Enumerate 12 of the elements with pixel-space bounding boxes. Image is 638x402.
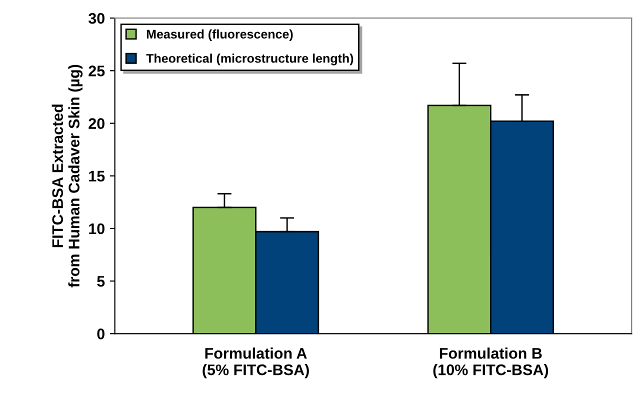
legend-label: Theoretical (microstructure length): [146, 54, 354, 66]
y-axis-title: FITC-BSA Extracted from Human Cadaver Skin (µg): [52, 64, 83, 288]
y-tick-label: 5: [97, 276, 105, 287]
y-tick-label: 0: [97, 328, 104, 340]
y-tick-label: 20: [88, 118, 104, 129]
y-tick-label: 30: [88, 12, 104, 24]
y-tick-label: 15: [89, 170, 105, 182]
x-tick-label: Formulation A (5% FITC-BSA): [202, 348, 309, 378]
x-tick-label: Formulation B (10% FITC-BSA): [433, 348, 548, 378]
legend-label: Measured (fluorescence): [146, 29, 293, 42]
y-tick-label: 10: [89, 223, 104, 234]
y-tick-label: 25: [88, 66, 105, 76]
